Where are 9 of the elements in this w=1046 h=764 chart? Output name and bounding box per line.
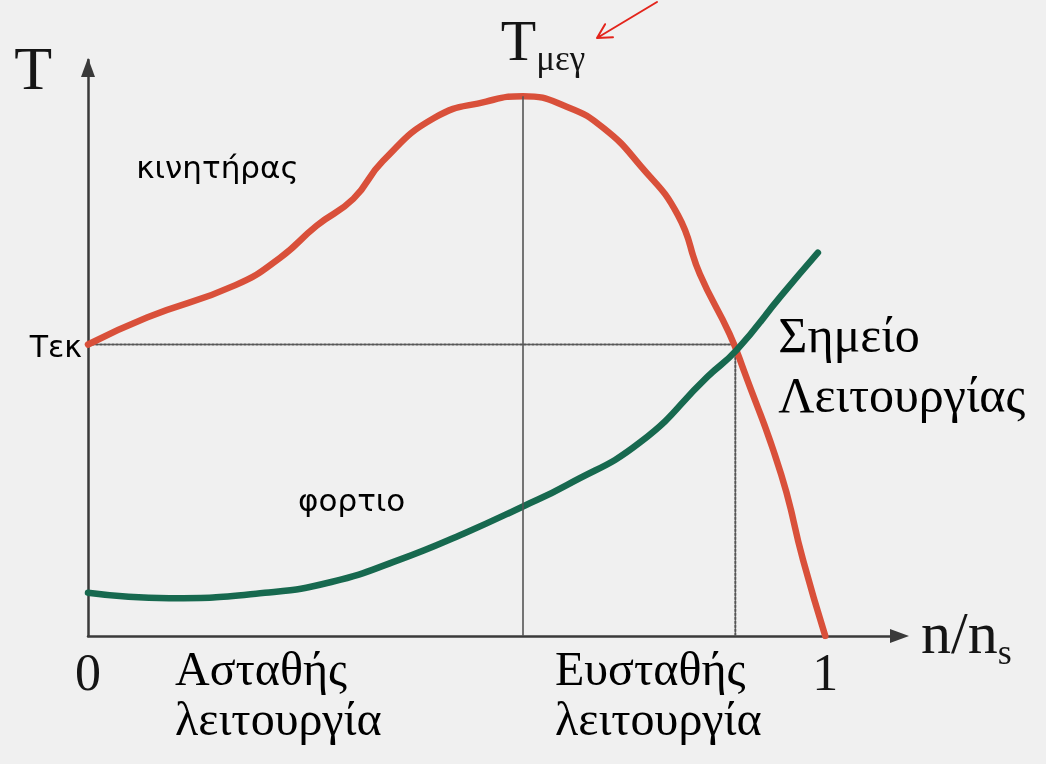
text: Ευσταθής λειτουργία [554,641,762,745]
x-tick-label: 1 [812,643,839,701]
text: Ασταθής λειτουργία [175,641,382,745]
y-axis-title: T [14,34,52,102]
annotation: Σημείο Λειτουργίας [778,307,1026,424]
series-label: φορτιο [298,482,406,519]
x-tick-label: 0 [75,643,101,701]
annotation: Tεκ [28,328,82,364]
series-label: κινητήρας [136,149,299,186]
